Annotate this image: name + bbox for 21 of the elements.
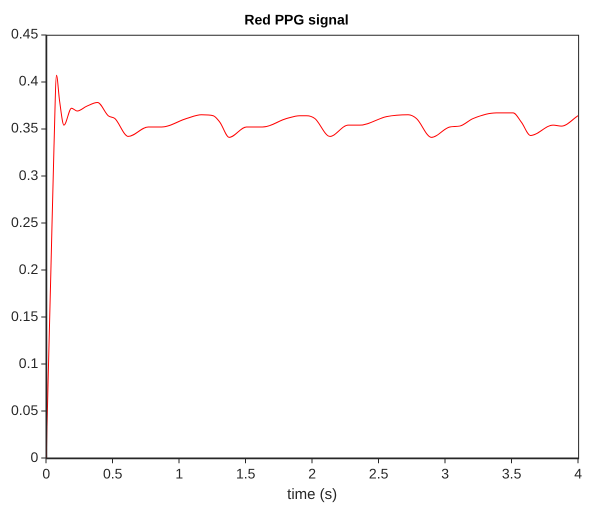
x-tick-label: 3.5 <box>502 465 522 482</box>
x-tick-label: 4 <box>574 465 582 482</box>
y-tick-label: 0 <box>30 449 38 466</box>
x-tick-label: 3 <box>441 465 450 482</box>
y-tick-label: 0.25 <box>11 214 38 230</box>
x-tick-label: 0.5 <box>102 465 123 482</box>
y-tick-label: 0.45 <box>11 26 38 42</box>
y-tick-label: 0.4 <box>18 72 38 89</box>
x-axis-title: time (s) <box>287 486 338 504</box>
chart-title: Red PPG signal <box>244 11 349 28</box>
y-tick-label: 0.3 <box>18 166 38 183</box>
x-tick-label: 2.5 <box>368 465 389 482</box>
x-tick-label: 1 <box>175 465 184 482</box>
y-tick-label: 0.2 <box>18 260 38 277</box>
y-tick-label: 0.15 <box>11 308 38 324</box>
x-tick-label: 1.5 <box>236 465 256 482</box>
x-tick-label: 2 <box>308 465 316 482</box>
y-tick-label: 0.1 <box>18 354 38 371</box>
x-tick-label: 0 <box>42 465 50 482</box>
y-tick-label: 0.35 <box>11 120 38 136</box>
y-tick-label: 0.05 <box>11 402 38 418</box>
